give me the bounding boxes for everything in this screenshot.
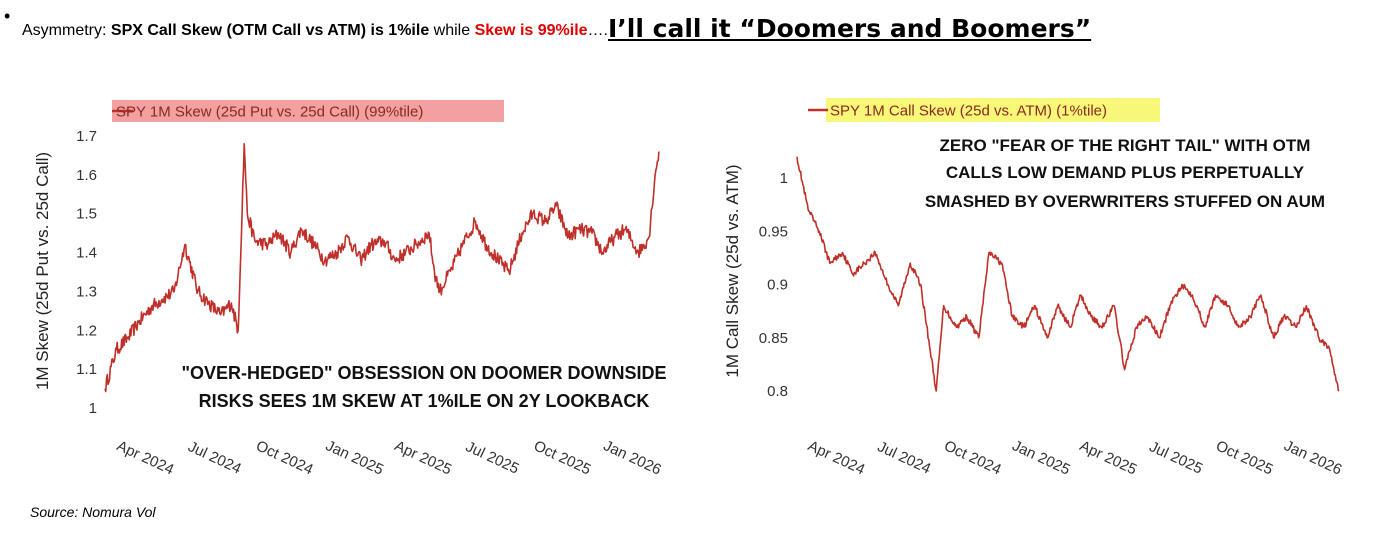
series-line: [104, 143, 660, 393]
header-skew: Skew is 99%ile: [474, 22, 588, 39]
x-tick-label: Oct 2024: [941, 437, 1003, 478]
legend-box: [112, 100, 504, 122]
y-axis-label: 1M Call Skew (25d vs. ATM): [723, 164, 742, 377]
x-tick-label: Jan 2026: [1281, 437, 1344, 478]
x-tick-label: Jan 2026: [601, 437, 664, 478]
chart-annotation: CALLS LOW DEMAND PLUS PERPETUALLY: [946, 163, 1305, 182]
y-tick-label: 0.95: [759, 223, 788, 240]
y-tick-label: 1.3: [76, 283, 97, 300]
slide-header: • Asymmetry: SPX Call Skew (OTM Call vs …: [0, 2, 1400, 43]
y-tick-label: 0.85: [759, 330, 788, 347]
header-title: I’ll call it “Doomers and Boomers”: [608, 14, 1092, 43]
header-while: while: [429, 22, 475, 39]
x-tick-label: Oct 2025: [531, 437, 593, 478]
y-tick-label: 1.7: [76, 128, 97, 145]
y-axis-label: 1M Skew (25d Put vs. 25d Call): [33, 152, 52, 390]
x-tick-label: Oct 2025: [1213, 437, 1275, 478]
x-tick-label: Apr 2024: [114, 437, 176, 478]
header-text: Asymmetry: SPX Call Skew (OTM Call vs AT…: [22, 12, 1092, 43]
x-tick-label: Apr 2025: [392, 437, 454, 478]
legend-label: SPY 1M Skew (25d Put vs. 25d Call) (99%t…: [116, 104, 423, 121]
source-note: Source: Nomura Vol: [30, 504, 156, 520]
left-chart: SPY 1M Skew (25d Put vs. 25d Call) (99%t…: [33, 100, 667, 479]
header-ellipsis: ….: [587, 22, 608, 39]
bullet-icon: •: [4, 6, 11, 26]
x-tick-label: Jul 2025: [1147, 438, 1206, 477]
x-tick-label: Oct 2024: [253, 437, 315, 478]
chart-annotation: "OVER-HEDGED" OBSESSION ON DOOMER DOWNSI…: [181, 363, 666, 383]
chart-annotation: ZERO "FEAR OF THE RIGHT TAIL" WITH OTM: [940, 136, 1311, 155]
x-tick-label: Jan 2025: [323, 437, 386, 478]
y-tick-label: 1.1: [76, 361, 97, 378]
x-tick-label: Jul 2024: [185, 438, 244, 477]
x-tick-label: Jan 2025: [1010, 437, 1073, 478]
y-tick-label: 1: [89, 400, 97, 417]
right-chart: SPY 1M Call Skew (25d vs. ATM) (1%tile) 1…: [723, 98, 1344, 479]
y-tick-label: 1.6: [76, 167, 97, 184]
legend-box: [826, 98, 1160, 122]
y-tick-label: 0.8: [767, 383, 788, 400]
x-tick-label: Jul 2025: [463, 438, 522, 477]
legend-label: SPY 1M Call Skew (25d vs. ATM) (1%tile): [830, 103, 1107, 120]
header-call-skew: SPX Call Skew (OTM Call vs ATM): [110, 22, 367, 39]
x-tick-label: Jul 2024: [875, 438, 934, 477]
y-tick-label: 1.5: [76, 206, 97, 223]
y-tick-label: 0.9: [767, 277, 788, 294]
x-tick-label: Apr 2025: [1077, 437, 1139, 478]
x-tick-label: Apr 2024: [805, 437, 867, 478]
y-tick-label: 1.4: [76, 245, 97, 262]
chart-annotation: SMASHED BY OVERWRITERS STUFFED ON AUM: [925, 192, 1325, 211]
chart-annotation: RISKS SEES 1M SKEW AT 1%ILE ON 2Y LOOKBA…: [199, 391, 650, 411]
header-mid: is 1%ile: [366, 22, 430, 39]
y-tick-label: 1: [780, 170, 788, 187]
y-tick-label: 1.2: [76, 322, 97, 339]
series-line: [796, 156, 1340, 392]
header-prefix: Asymmetry:: [22, 22, 111, 39]
